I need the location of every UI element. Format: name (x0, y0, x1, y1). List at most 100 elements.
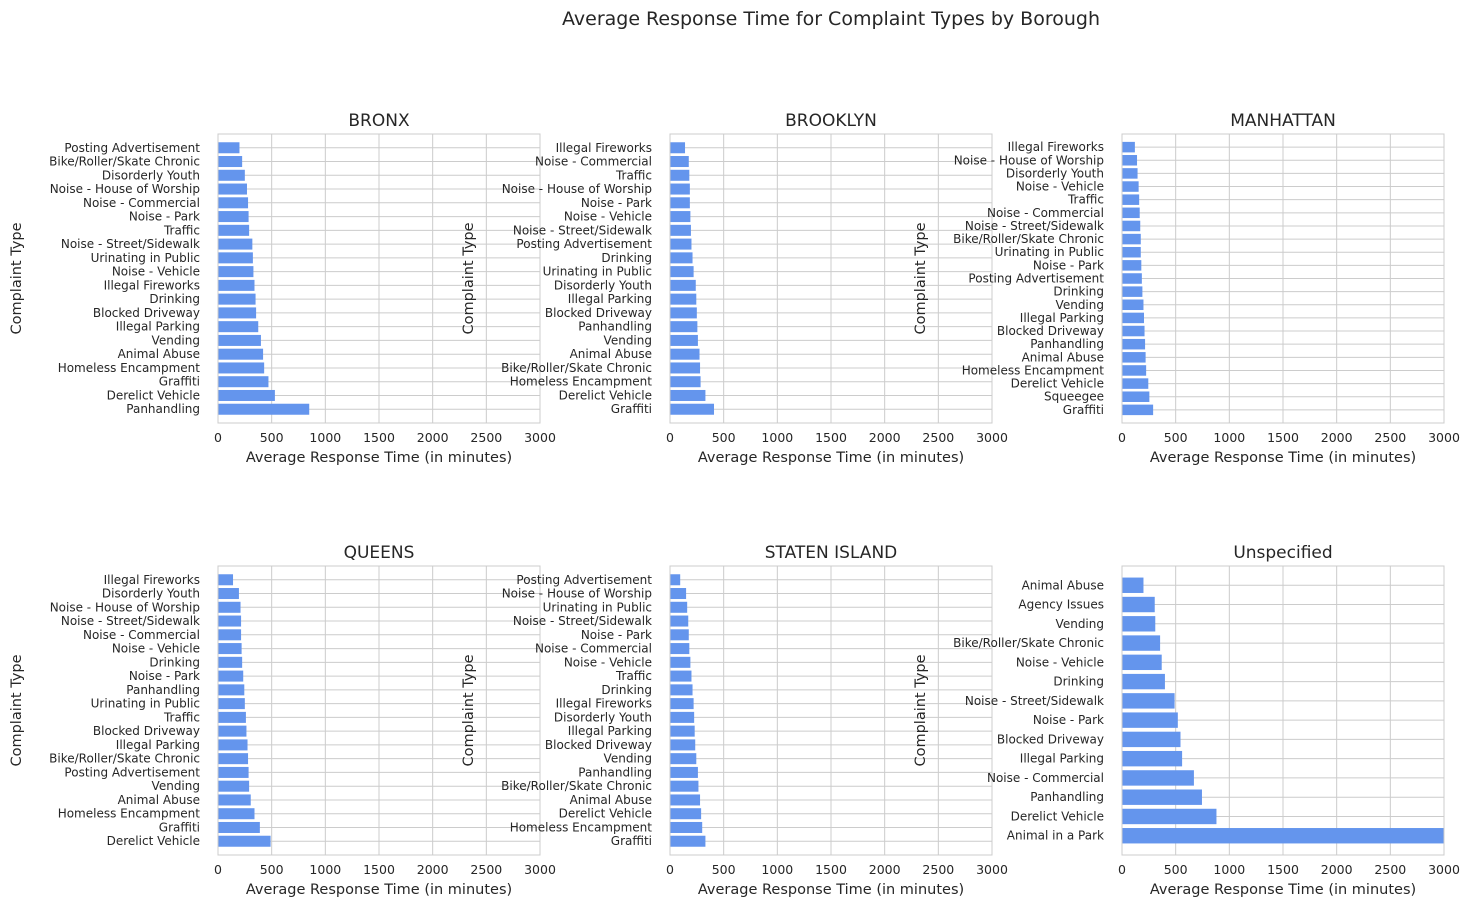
x-axis-label: Average Response Time (in minutes) (1150, 450, 1416, 466)
y-tick-label: Posting Advertisement (516, 237, 652, 251)
x-tick-label: 0 (214, 430, 222, 445)
y-tick-label: Derelict Vehicle (559, 388, 652, 402)
y-tick-label: Homeless Encampment (510, 375, 653, 389)
bar (218, 684, 245, 696)
y-tick-label: Homeless Encampment (962, 363, 1105, 377)
x-tick-label: 1000 (1213, 430, 1245, 445)
y-tick-label: Noise - Street/Sidewalk (965, 694, 1104, 708)
x-tick-label: 1500 (363, 862, 395, 877)
bar (670, 711, 695, 723)
y-axis-label: Complaint Type (9, 654, 25, 766)
y-tick-label: Noise - Vehicle (1016, 655, 1104, 669)
bar (670, 211, 691, 223)
bar (1122, 155, 1138, 166)
x-tick-label: 2500 (470, 862, 502, 877)
bar (1122, 750, 1183, 767)
x-tick-label: 2500 (1374, 430, 1406, 445)
y-tick-label: Noise - House of Worship (502, 587, 652, 601)
x-tick-label: 500 (712, 430, 736, 445)
x-tick-label: 1000 (309, 430, 341, 445)
y-tick-label: Animal Abuse (1022, 578, 1104, 592)
bar (1122, 325, 1145, 337)
bar (1122, 596, 1155, 613)
bar (1122, 168, 1138, 179)
bar (218, 389, 275, 401)
x-axis-label: Average Response Time (in minutes) (246, 882, 512, 898)
bar (1122, 233, 1141, 245)
subplot-title: BROOKLYN (785, 111, 877, 131)
bar (670, 169, 690, 181)
bar (670, 835, 706, 847)
subplot-title: STATEN ISLAND (765, 543, 898, 563)
plot-frame (669, 565, 993, 856)
x-tick-label: 2000 (869, 862, 901, 877)
bar (670, 279, 696, 291)
subplot-title: MANHATTAN (1230, 111, 1336, 131)
y-tick-label: Bike/Roller/Skate Chronic (49, 752, 200, 766)
y-tick-label: Vending (152, 333, 200, 347)
plot-frame (669, 133, 993, 424)
y-tick-label: Urinating in Public (995, 245, 1104, 259)
y-tick-label: Graffiti (159, 375, 200, 389)
bar (218, 739, 248, 751)
x-tick-label: 2000 (417, 430, 449, 445)
x-tick-label: 1000 (309, 862, 341, 877)
bar (218, 629, 242, 641)
y-tick-label: Illegal Parking (116, 738, 200, 752)
bar (1122, 273, 1142, 284)
y-tick-label: Noise - Street/Sidewalk (965, 219, 1104, 233)
y-tick-label: Homeless Encampment (58, 807, 201, 821)
y-tick-label: Derelict Vehicle (559, 807, 652, 821)
bar (670, 156, 689, 168)
bar (218, 753, 249, 765)
x-tick-label: 3000 (524, 430, 556, 445)
x-tick-label: 500 (1164, 430, 1188, 445)
bar (218, 403, 310, 415)
bar (670, 252, 693, 264)
bar (670, 615, 689, 627)
y-tick-label: Bike/Roller/Skate Chronic (49, 155, 200, 169)
y-tick-label: Disorderly Youth (554, 710, 652, 724)
x-tick-label: 3000 (1428, 430, 1460, 445)
bar (218, 766, 249, 778)
y-tick-label: Squeegee (1044, 390, 1104, 404)
bar (1122, 365, 1147, 376)
y-tick-label: Animal in a Park (1007, 829, 1104, 843)
y-tick-label: Bike/Roller/Skate Chronic (953, 232, 1104, 246)
x-axis-label: Average Response Time (in minutes) (246, 450, 512, 466)
y-tick-label: Blocked Driveway (545, 306, 652, 320)
y-axis-label: Complaint Type (9, 222, 25, 334)
bar (218, 156, 243, 168)
y-tick-label: Illegal Parking (568, 292, 652, 306)
x-tick-label: 500 (260, 862, 284, 877)
bar (218, 362, 265, 374)
bar (218, 266, 254, 278)
bar (670, 753, 697, 765)
y-axis-label: Complaint Type (461, 222, 477, 334)
bar (218, 780, 250, 792)
bar (670, 321, 698, 333)
y-tick-label: Derelict Vehicle (1011, 809, 1104, 823)
y-tick-label: Animal Abuse (1022, 350, 1104, 364)
y-axis-label: Complaint Type (913, 222, 929, 334)
y-tick-label: Drinking (601, 683, 652, 697)
x-tick-label: 500 (712, 862, 736, 877)
y-tick-label: Blocked Driveway (997, 324, 1104, 338)
bar (670, 238, 692, 250)
bar (670, 197, 690, 209)
bar (670, 403, 715, 415)
x-tick-label: 2500 (922, 430, 954, 445)
x-axis-label: Average Response Time (in minutes) (698, 450, 964, 466)
y-tick-label: Panhandling (578, 765, 652, 779)
y-tick-label: Illegal Fireworks (104, 573, 200, 587)
y-tick-label: Noise - Park (129, 669, 200, 683)
bar (218, 224, 250, 236)
bar (670, 334, 698, 346)
y-tick-label: Noise - House of Worship (502, 182, 652, 196)
bar (218, 670, 244, 682)
y-tick-label: Homeless Encampment (510, 820, 653, 834)
x-tick-label: 500 (1164, 862, 1188, 877)
plot-frame (1121, 565, 1445, 856)
bar (1122, 404, 1154, 416)
